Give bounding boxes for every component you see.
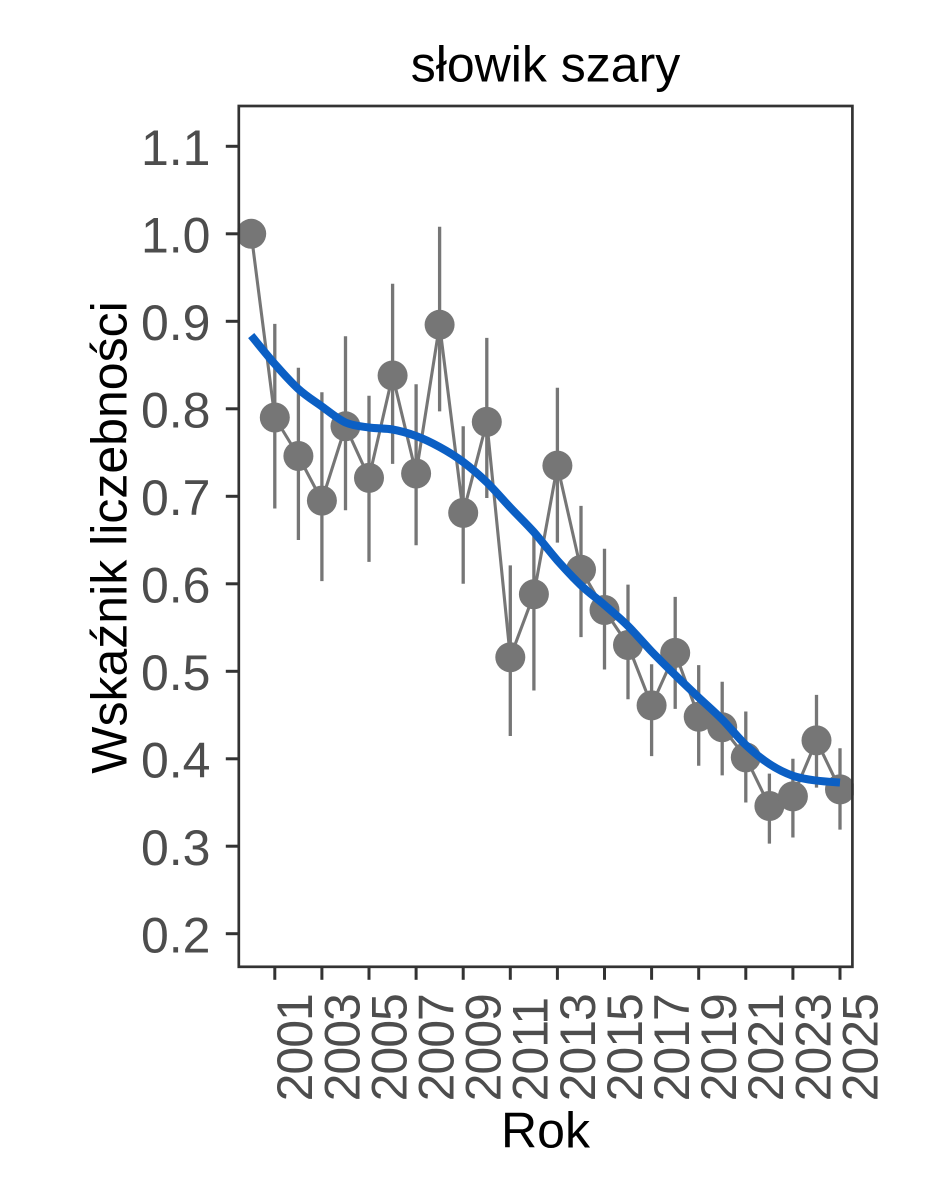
svg-text:2005: 2005 [361, 994, 417, 1101]
svg-text:2019: 2019 [691, 994, 747, 1101]
svg-text:2003: 2003 [314, 994, 370, 1101]
svg-text:Wskaźnik liczebności: Wskaźnik liczebności [81, 301, 137, 773]
svg-text:2023: 2023 [785, 994, 841, 1101]
svg-text:0.4: 0.4 [141, 732, 211, 788]
svg-text:2001: 2001 [267, 994, 323, 1101]
svg-text:1.1: 1.1 [141, 120, 211, 176]
svg-text:0.9: 0.9 [141, 295, 211, 351]
svg-text:2021: 2021 [738, 994, 794, 1101]
svg-text:Rok: Rok [501, 1103, 591, 1159]
svg-text:1.0: 1.0 [141, 207, 211, 263]
svg-text:0.6: 0.6 [141, 557, 211, 613]
svg-text:słowik szary: słowik szary [411, 37, 680, 93]
svg-text:2007: 2007 [409, 994, 465, 1101]
svg-text:2013: 2013 [550, 994, 606, 1101]
svg-text:0.2: 0.2 [141, 907, 211, 963]
svg-text:0.3: 0.3 [141, 820, 211, 876]
svg-text:0.7: 0.7 [141, 470, 211, 526]
svg-text:0.8: 0.8 [141, 382, 211, 438]
svg-text:2025: 2025 [832, 994, 888, 1101]
svg-text:2009: 2009 [456, 994, 512, 1101]
svg-text:2017: 2017 [644, 994, 700, 1101]
svg-text:2011: 2011 [503, 998, 559, 1102]
svg-text:2015: 2015 [597, 994, 653, 1101]
svg-text:0.5: 0.5 [141, 645, 211, 701]
